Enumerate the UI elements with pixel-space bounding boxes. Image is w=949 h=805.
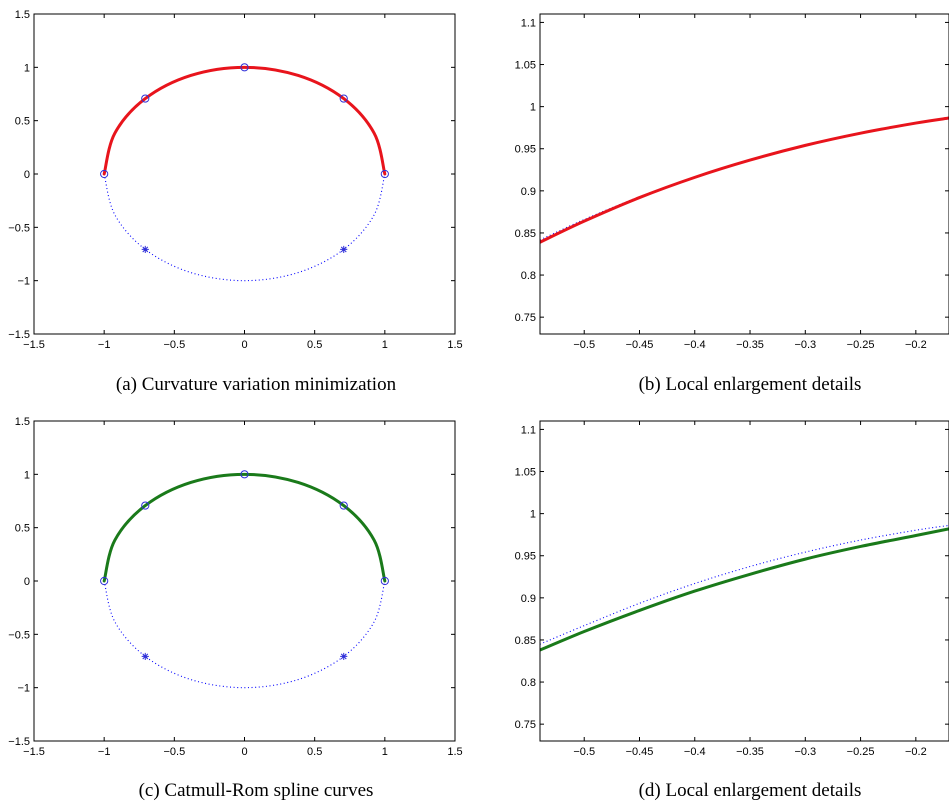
panel-a: −1.5 −1 −0.5 0 0.5 1 1.5 −1.5 −1 −0.5 0 0.5 1 1.5: [8, 9, 462, 351]
x-tick-label: −0.25: [847, 746, 875, 758]
y-tick-label: 0.75: [515, 312, 536, 324]
plot-area: [34, 421, 455, 741]
x-tick-label: 0.5: [307, 746, 322, 758]
y-tick-label: 1: [530, 509, 536, 521]
y-tick-label: −0.5: [8, 222, 30, 234]
control-point-circle: [380, 169, 389, 179]
x-tick-label: −0.3: [794, 746, 816, 758]
x-tick-label: −0.4: [684, 339, 706, 351]
plot-area: [540, 421, 949, 741]
fitted-curve-line-1: [540, 527, 949, 652]
fitted-curve-line-1: [540, 116, 949, 244]
y-tick-label: −1: [17, 276, 30, 288]
star-marker: [340, 652, 348, 661]
control-point-circle: [100, 169, 109, 179]
y-tick-label: 0.95: [515, 144, 536, 156]
reference-circle-line-0: [103, 173, 386, 282]
star-marker: [141, 652, 149, 661]
y-tick-label: 0.9: [521, 186, 536, 198]
y-tick-label: −1: [17, 683, 30, 695]
control-point-circle: [380, 576, 389, 586]
plot-series: [102, 472, 387, 689]
y-tick-label: 0.85: [515, 635, 536, 647]
axes-frame: [539, 420, 949, 742]
x-tick-label: 0: [241, 339, 247, 351]
fitted-curve-line-1: [102, 472, 387, 583]
y-tick-label: 0.95: [515, 551, 536, 563]
x-tick-label: −0.45: [626, 746, 654, 758]
y-tick-label: 1.1: [521, 17, 536, 29]
y-tick-label: 1: [24, 469, 30, 481]
x-tick-label: −0.3: [794, 339, 816, 351]
x-tick-label: −0.2: [905, 339, 927, 351]
x-tick-label: −1: [98, 339, 111, 351]
y-tick-label: 0: [24, 169, 30, 181]
x-tick-label: −0.25: [847, 339, 875, 351]
panel-c: −1.5 −1 −0.5 0 0.5 1 1.5 −1.5 −1 −0.5 0 0.5 1 1.5: [8, 416, 462, 758]
y-tick-label: 0.75: [515, 719, 536, 731]
caption-a: (a) Curvature variation minimization: [116, 374, 397, 395]
plot-series: [102, 65, 387, 282]
control-point-circle: [141, 501, 150, 510]
plot-series: [540, 524, 949, 652]
x-tick-label: 1.5: [447, 339, 462, 351]
y-tick-label: 1.05: [515, 467, 536, 479]
control-point-circle: [240, 63, 249, 72]
y-tick-label: 0.5: [15, 116, 30, 128]
caption-d: (d) Local enlargement details: [639, 780, 862, 801]
x-tick-label: −0.5: [573, 339, 595, 351]
x-tick-label: −0.45: [626, 339, 654, 351]
y-tick-label: 0.5: [15, 523, 30, 535]
control-point-circle: [141, 94, 150, 103]
caption-c: (c) Catmull-Rom spline curves: [139, 780, 374, 801]
x-tick-label: −0.35: [736, 746, 764, 758]
reference-circle-line-0: [103, 580, 386, 689]
caption-b: (b) Local enlargement details: [639, 374, 862, 395]
x-tick-label: −0.35: [736, 339, 764, 351]
plot-area: [540, 14, 949, 334]
x-tick-label: 0: [241, 746, 247, 758]
x-tick-label: −0.5: [163, 339, 185, 351]
panel-d: −0.5 −0.45 −0.4 −0.35 −0.3 −0.25 −0.2 0.75 0.8 0.…: [515, 420, 949, 758]
y-tick-label: 0.85: [515, 228, 536, 240]
y-tick-label: 0.8: [521, 270, 536, 282]
y-tick-label: 0.8: [521, 677, 536, 689]
y-tick-label: 0: [24, 576, 30, 588]
plot-series: [540, 116, 949, 244]
control-point-circle: [100, 576, 109, 586]
y-tick-label: 1.5: [15, 416, 30, 428]
control-point-circle: [339, 501, 348, 510]
y-tick-label: 1: [530, 102, 536, 114]
x-tick-label: 0.5: [307, 339, 322, 351]
star-marker: [141, 245, 149, 254]
x-tick-label: 1: [382, 746, 388, 758]
x-tick-label: −0.5: [573, 746, 595, 758]
y-tick-label: −1.5: [8, 329, 30, 341]
y-tick-label: 1.5: [15, 9, 30, 21]
reference-circle-line-0: [540, 524, 949, 645]
fitted-curve-line-1: [102, 65, 387, 176]
x-tick-label: 1: [382, 339, 388, 351]
x-tick-label: −0.2: [905, 746, 927, 758]
x-tick-label: −1: [98, 746, 111, 758]
panel-b: −0.5 −0.45 −0.4 −0.35 −0.3 −0.25 −0.2 0.75 0.8 0.…: [515, 13, 949, 351]
x-tick-label: 1.5: [447, 746, 462, 758]
y-tick-label: 1.1: [521, 424, 536, 436]
x-tick-label: −0.4: [684, 746, 706, 758]
y-tick-label: 1: [24, 62, 30, 74]
x-tick-label: −1.5: [23, 339, 45, 351]
star-marker: [340, 245, 348, 254]
y-tick-label: 1.05: [515, 60, 536, 72]
plot-area: [34, 14, 455, 334]
y-tick-label: −0.5: [8, 629, 30, 641]
control-point-circle: [240, 470, 249, 479]
axes-frame: [539, 13, 949, 335]
x-tick-label: −0.5: [163, 746, 185, 758]
control-point-circle: [339, 94, 348, 103]
x-tick-label: −1.5: [23, 746, 45, 758]
y-tick-label: −1.5: [8, 736, 30, 748]
y-tick-label: 0.9: [521, 593, 536, 605]
